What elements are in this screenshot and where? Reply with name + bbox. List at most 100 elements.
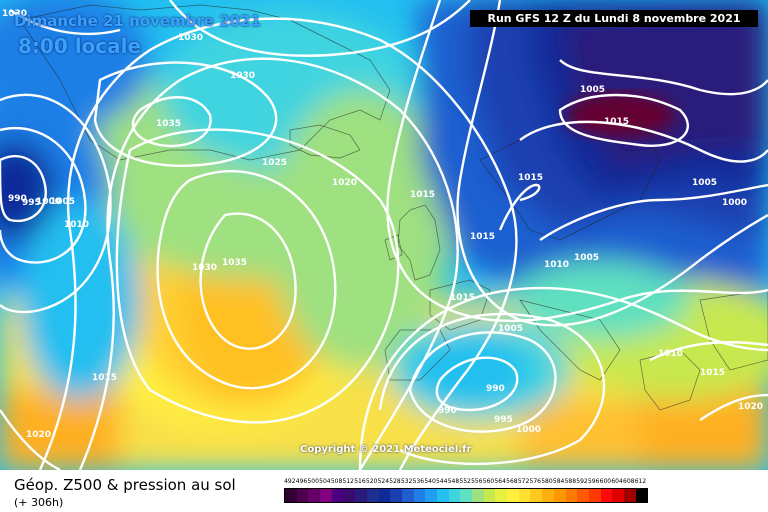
legend-color-swatch	[623, 489, 636, 502]
legend-color-swatch	[553, 489, 566, 502]
isobar-label: 1000	[722, 198, 747, 208]
legend-color-swatch	[565, 489, 578, 502]
legend-color-swatch	[343, 489, 356, 502]
isobar-label: 1030	[192, 263, 217, 273]
legend-tick-label: 496	[295, 478, 308, 485]
legend-color-swatch	[460, 489, 472, 502]
legend-color-swatch	[507, 489, 519, 502]
legend-tick-label: 504	[319, 478, 331, 485]
isobar-label: 1015	[410, 190, 435, 200]
legend-color-swatch	[518, 489, 531, 502]
isobar-label: 1030	[230, 71, 255, 81]
legend-tick-label: 540	[424, 478, 436, 485]
legend-tick-label: 536	[412, 478, 425, 485]
legend-tick-label: 588	[564, 478, 577, 485]
isobar-label: 995	[494, 415, 513, 425]
legend-tick-label: 508	[330, 478, 343, 485]
legend-color-swatch	[285, 489, 297, 502]
legend-tick-label: 512	[342, 478, 354, 485]
legend-tick-label: 592	[576, 478, 588, 485]
legend-tick-label: 604	[611, 478, 623, 485]
legend-tick-label: 520	[365, 478, 378, 485]
legend-tick-label: 608	[623, 478, 635, 485]
isobar-label: 1035	[156, 119, 181, 129]
isobar-label: 1020	[738, 402, 763, 412]
legend-tick-label: 492	[284, 478, 296, 485]
isobar-label: 1005	[50, 197, 75, 207]
legend-color-swatch	[401, 489, 414, 502]
legend-panel: Géop. Z500 & pression au sol (+ 306h) 49…	[0, 470, 768, 512]
isobar-label: 1015	[470, 232, 495, 242]
legend-color-swatch	[635, 489, 648, 502]
legend-tick-label: 596	[587, 478, 600, 485]
isobar-label: 1020	[332, 178, 357, 188]
legend-color-swatch	[425, 489, 437, 502]
isobar-label: 995	[22, 198, 41, 208]
isobar-label: 1035	[222, 258, 247, 268]
legend-tick-label: 548	[447, 478, 460, 485]
legend-color-swatch	[320, 489, 332, 502]
legend-color-swatch	[331, 489, 344, 502]
isobar-label: 1015	[92, 373, 117, 383]
legend-color-swatch	[588, 489, 601, 502]
legend-tick-label: 556	[471, 478, 483, 485]
isobar-label: 990	[438, 406, 457, 416]
legend-color-swatch	[483, 489, 496, 502]
legend-tick-label: 532	[400, 478, 413, 485]
weather-map: 1030 1030 1035 1030 1025 1020 1015 1015 1015 1010…	[0, 0, 768, 470]
legend-color-swatch	[390, 489, 402, 502]
isobar-label: 1025	[262, 158, 287, 168]
isobar-label: 1015	[604, 117, 629, 127]
isobar-label: 1010	[64, 220, 89, 230]
isobar-label: 1005	[580, 85, 605, 95]
legend-color-swatch	[413, 489, 426, 502]
legend-tick-label: 500	[307, 478, 319, 485]
isobar-label: 1020	[26, 430, 51, 440]
legend-title: Géop. Z500 & pression au sol	[14, 476, 236, 494]
forecast-date: Dimanche 21 novembre 2021	[14, 12, 261, 30]
isobar-label: 1030	[178, 33, 203, 43]
legend-tick-label: 524	[377, 478, 390, 485]
legend-color-swatch	[612, 489, 624, 502]
legend-tick-label: 544	[436, 478, 448, 485]
isobar-label: 1010	[544, 260, 569, 270]
isobar-label: 1005	[498, 324, 523, 334]
legend-color-swatch	[296, 489, 309, 502]
isobar-label: 990	[8, 194, 27, 204]
legend-color-swatch	[542, 489, 554, 502]
legend-tick-label: 560	[482, 478, 495, 485]
isobar-label: 1030	[2, 9, 27, 19]
legend-tick-label: 600	[599, 478, 612, 485]
legend-tick-label: 576	[529, 478, 541, 485]
run-info-banner: Run GFS 12 Z du Lundi 8 novembre 2021	[470, 10, 758, 27]
isobar-label: 1015	[450, 293, 475, 303]
legend-tick-label: 568	[506, 478, 518, 485]
legend-color-swatch	[366, 489, 379, 502]
legend-color-swatch	[378, 489, 391, 502]
legend-tick-label: 584	[552, 478, 565, 485]
legend-color-swatch	[530, 489, 543, 502]
legend-color-swatch	[308, 489, 321, 502]
legend-tick-label: 552	[459, 478, 471, 485]
legend-color-bar	[284, 488, 649, 503]
isobar-label: 1005	[692, 178, 717, 188]
legend-color-swatch	[577, 489, 589, 502]
legend-color-swatch	[448, 489, 461, 502]
isobar-label: 990	[486, 384, 505, 394]
legend-tick-label: 516	[354, 478, 366, 485]
isobar-label: 1000	[516, 425, 541, 435]
isobar-label: 1005	[574, 253, 599, 263]
legend-subtitle: (+ 306h)	[14, 496, 64, 509]
legend-color-swatch	[355, 489, 367, 502]
isobar-label: 1010	[658, 349, 683, 359]
legend-tick-label: 528	[389, 478, 401, 485]
legend-color-swatch	[495, 489, 508, 502]
legend-color-swatch	[436, 489, 449, 502]
isobar-label: 1015	[700, 368, 725, 378]
forecast-time: 8:00 locale	[18, 34, 142, 58]
legend-tick-label: 612	[634, 478, 647, 485]
copyright-text: Copyright © 2021 Meteociel.fr	[300, 444, 472, 455]
legend-color-swatch	[472, 489, 484, 502]
legend-color-swatch	[600, 489, 613, 502]
legend-tick-label: 580	[541, 478, 553, 485]
